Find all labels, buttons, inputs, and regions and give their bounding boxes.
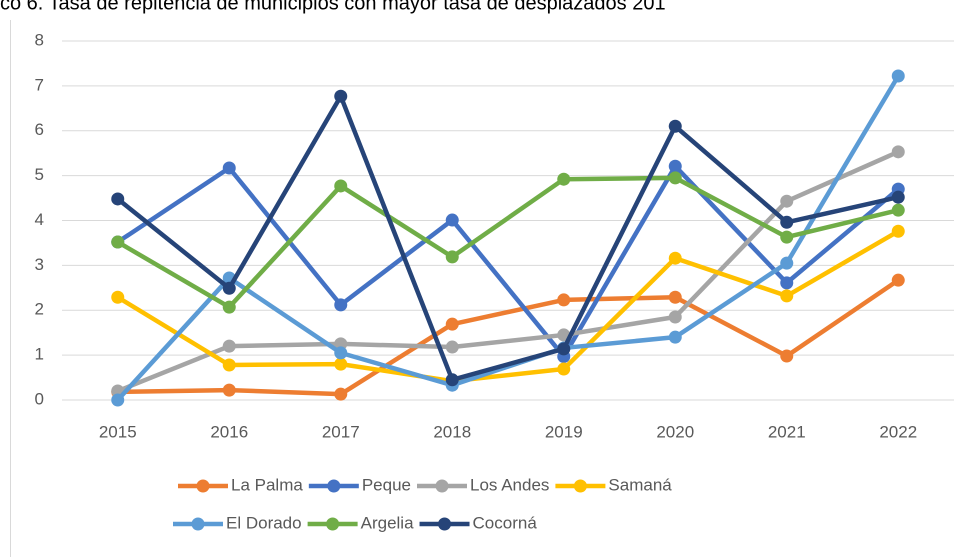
data-point (668, 171, 682, 185)
data-point (334, 346, 348, 360)
data-point (780, 230, 794, 244)
data-point (557, 362, 571, 376)
series-line (116, 93, 899, 383)
data-point (334, 357, 348, 371)
y-tick-label: 4 (35, 210, 44, 229)
data-point (111, 393, 125, 407)
data-point (557, 293, 571, 307)
y-tick-label: 3 (35, 255, 44, 274)
y-tick-label: 7 (35, 75, 44, 94)
legend-label: Argelia (361, 513, 414, 532)
x-tick-label: 2019 (545, 422, 583, 441)
data-point (780, 194, 794, 208)
legend-marker (573, 479, 587, 493)
data-point (445, 250, 459, 264)
data-point (780, 289, 794, 303)
data-point (668, 290, 682, 304)
legend-marker (191, 517, 205, 531)
legend-marker (327, 479, 341, 493)
data-point (111, 290, 125, 304)
legend-label: Samaná (608, 475, 672, 494)
x-tick-label: 2018 (433, 422, 471, 441)
data-point (891, 273, 905, 287)
y-tick-label: 5 (35, 165, 44, 184)
data-point (334, 298, 348, 312)
y-tick-label: 1 (35, 345, 44, 364)
data-point (334, 387, 348, 401)
y-tick-label: 6 (35, 120, 44, 139)
series-line (116, 229, 900, 384)
legend-label: Los Andes (470, 475, 549, 494)
data-point (557, 172, 571, 186)
data-point (334, 179, 348, 193)
y-tick-label: 2 (35, 300, 44, 319)
legend-label: Peque (362, 475, 411, 494)
data-point (334, 337, 348, 351)
data-point (222, 383, 236, 397)
data-point (222, 300, 236, 314)
legend-marker (326, 517, 340, 531)
data-point (780, 215, 794, 229)
legend-label: Cocorná (473, 513, 538, 532)
data-point (780, 349, 794, 363)
y-tick-label: 0 (35, 389, 44, 408)
data-point (891, 69, 905, 83)
data-point (445, 317, 459, 331)
data-point (445, 340, 459, 354)
data-point (668, 119, 682, 133)
data-point (111, 235, 125, 249)
data-point (668, 330, 682, 344)
legend-marker (438, 517, 452, 531)
data-point (780, 256, 794, 270)
x-tick-label: 2021 (768, 422, 806, 441)
data-point (445, 213, 459, 227)
data-point (222, 281, 236, 295)
data-point (668, 310, 682, 324)
data-point (111, 192, 125, 206)
y-tick-label: 8 (35, 30, 44, 49)
x-tick-label: 2015 (99, 422, 137, 441)
data-point (334, 89, 348, 103)
data-point (222, 161, 236, 175)
data-point (557, 342, 571, 356)
series-line (117, 278, 900, 397)
x-tick-label: 2017 (322, 422, 360, 441)
legend-label: El Dorado (226, 513, 302, 532)
legend-marker (435, 479, 449, 493)
series-line (116, 175, 899, 310)
data-point (222, 358, 236, 372)
chart-title: co 6. Tasa de repitencia de municipios c… (0, 0, 666, 14)
data-point (891, 190, 905, 204)
data-point (222, 339, 236, 353)
x-tick-label: 2022 (879, 422, 917, 441)
x-tick-label: 2016 (210, 422, 248, 441)
data-point (668, 159, 682, 173)
legend-label: La Palma (231, 475, 303, 494)
data-point (445, 373, 459, 387)
series-line (116, 163, 900, 359)
legend-marker (196, 479, 210, 493)
data-point (668, 251, 682, 265)
data-point (891, 145, 905, 159)
data-point (891, 203, 905, 217)
data-point (891, 224, 905, 238)
x-tick-label: 2020 (656, 422, 694, 441)
data-point (780, 276, 794, 290)
series-line (116, 149, 900, 394)
